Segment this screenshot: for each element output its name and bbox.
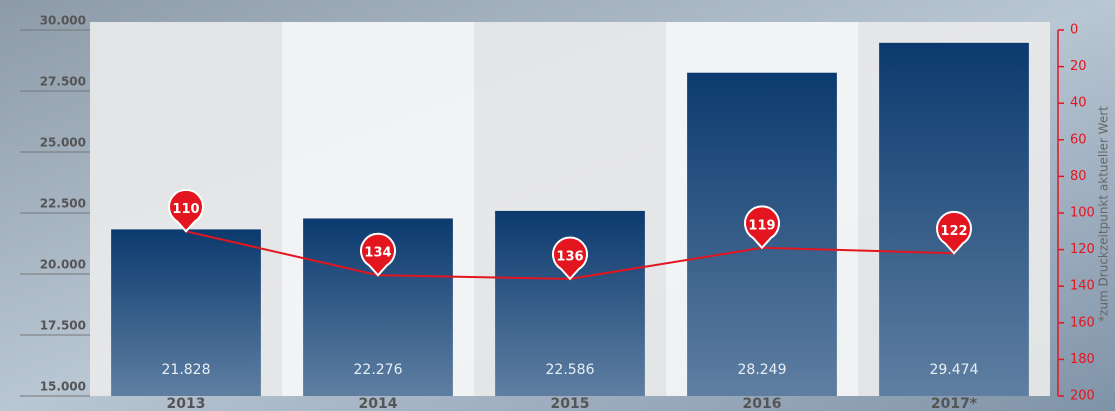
point-label: 110 — [172, 202, 199, 217]
y-tick-label: 20.000 — [40, 258, 86, 272]
x-tick-label: 2016 — [743, 396, 782, 411]
y2-tick-label: 80 — [1070, 169, 1087, 184]
y-tick-label: 27.500 — [40, 75, 86, 89]
y2-tick-label: 20 — [1070, 59, 1087, 74]
bar-value-label: 22.276 — [354, 362, 403, 378]
y-tick-label: 22.500 — [40, 197, 86, 211]
x-tick-label: 2015 — [551, 396, 590, 411]
y-tick-label: 25.000 — [40, 136, 86, 150]
point-label: 119 — [748, 218, 775, 233]
chart: *zum Druckzeitpunkt aktueller Wert 15.00… — [0, 0, 1115, 411]
y2-tick-label: 140 — [1070, 279, 1095, 294]
y2-tick-label: 0 — [1070, 23, 1078, 38]
point-label: 134 — [364, 246, 391, 261]
y2-tick-label: 100 — [1070, 206, 1095, 221]
point-label: 122 — [940, 224, 967, 239]
footnote: *zum Druckzeitpunkt aktueller Wert — [1097, 106, 1111, 322]
point-label: 136 — [556, 249, 583, 264]
y2-tick-label: 200 — [1070, 389, 1095, 404]
y-tick-label: 30.000 — [40, 14, 86, 28]
bar-value-label: 29.474 — [930, 362, 979, 378]
bar-value-label: 22.586 — [546, 362, 595, 378]
x-tick-label: 2014 — [359, 396, 398, 411]
y2-tick-label: 180 — [1070, 352, 1095, 367]
bar-value-label: 28.249 — [738, 362, 787, 378]
x-tick-label: 2017* — [931, 396, 978, 411]
y-tick-label: 17.500 — [40, 319, 86, 333]
y2-tick-label: 160 — [1070, 315, 1095, 330]
x-tick-label: 2013 — [167, 396, 206, 411]
y2-tick-label: 60 — [1070, 132, 1087, 147]
y-tick-label: 15.000 — [40, 380, 86, 394]
y2-tick-label: 40 — [1070, 96, 1087, 111]
bar-value-label: 21.828 — [162, 362, 211, 378]
y2-tick-label: 120 — [1070, 242, 1095, 257]
